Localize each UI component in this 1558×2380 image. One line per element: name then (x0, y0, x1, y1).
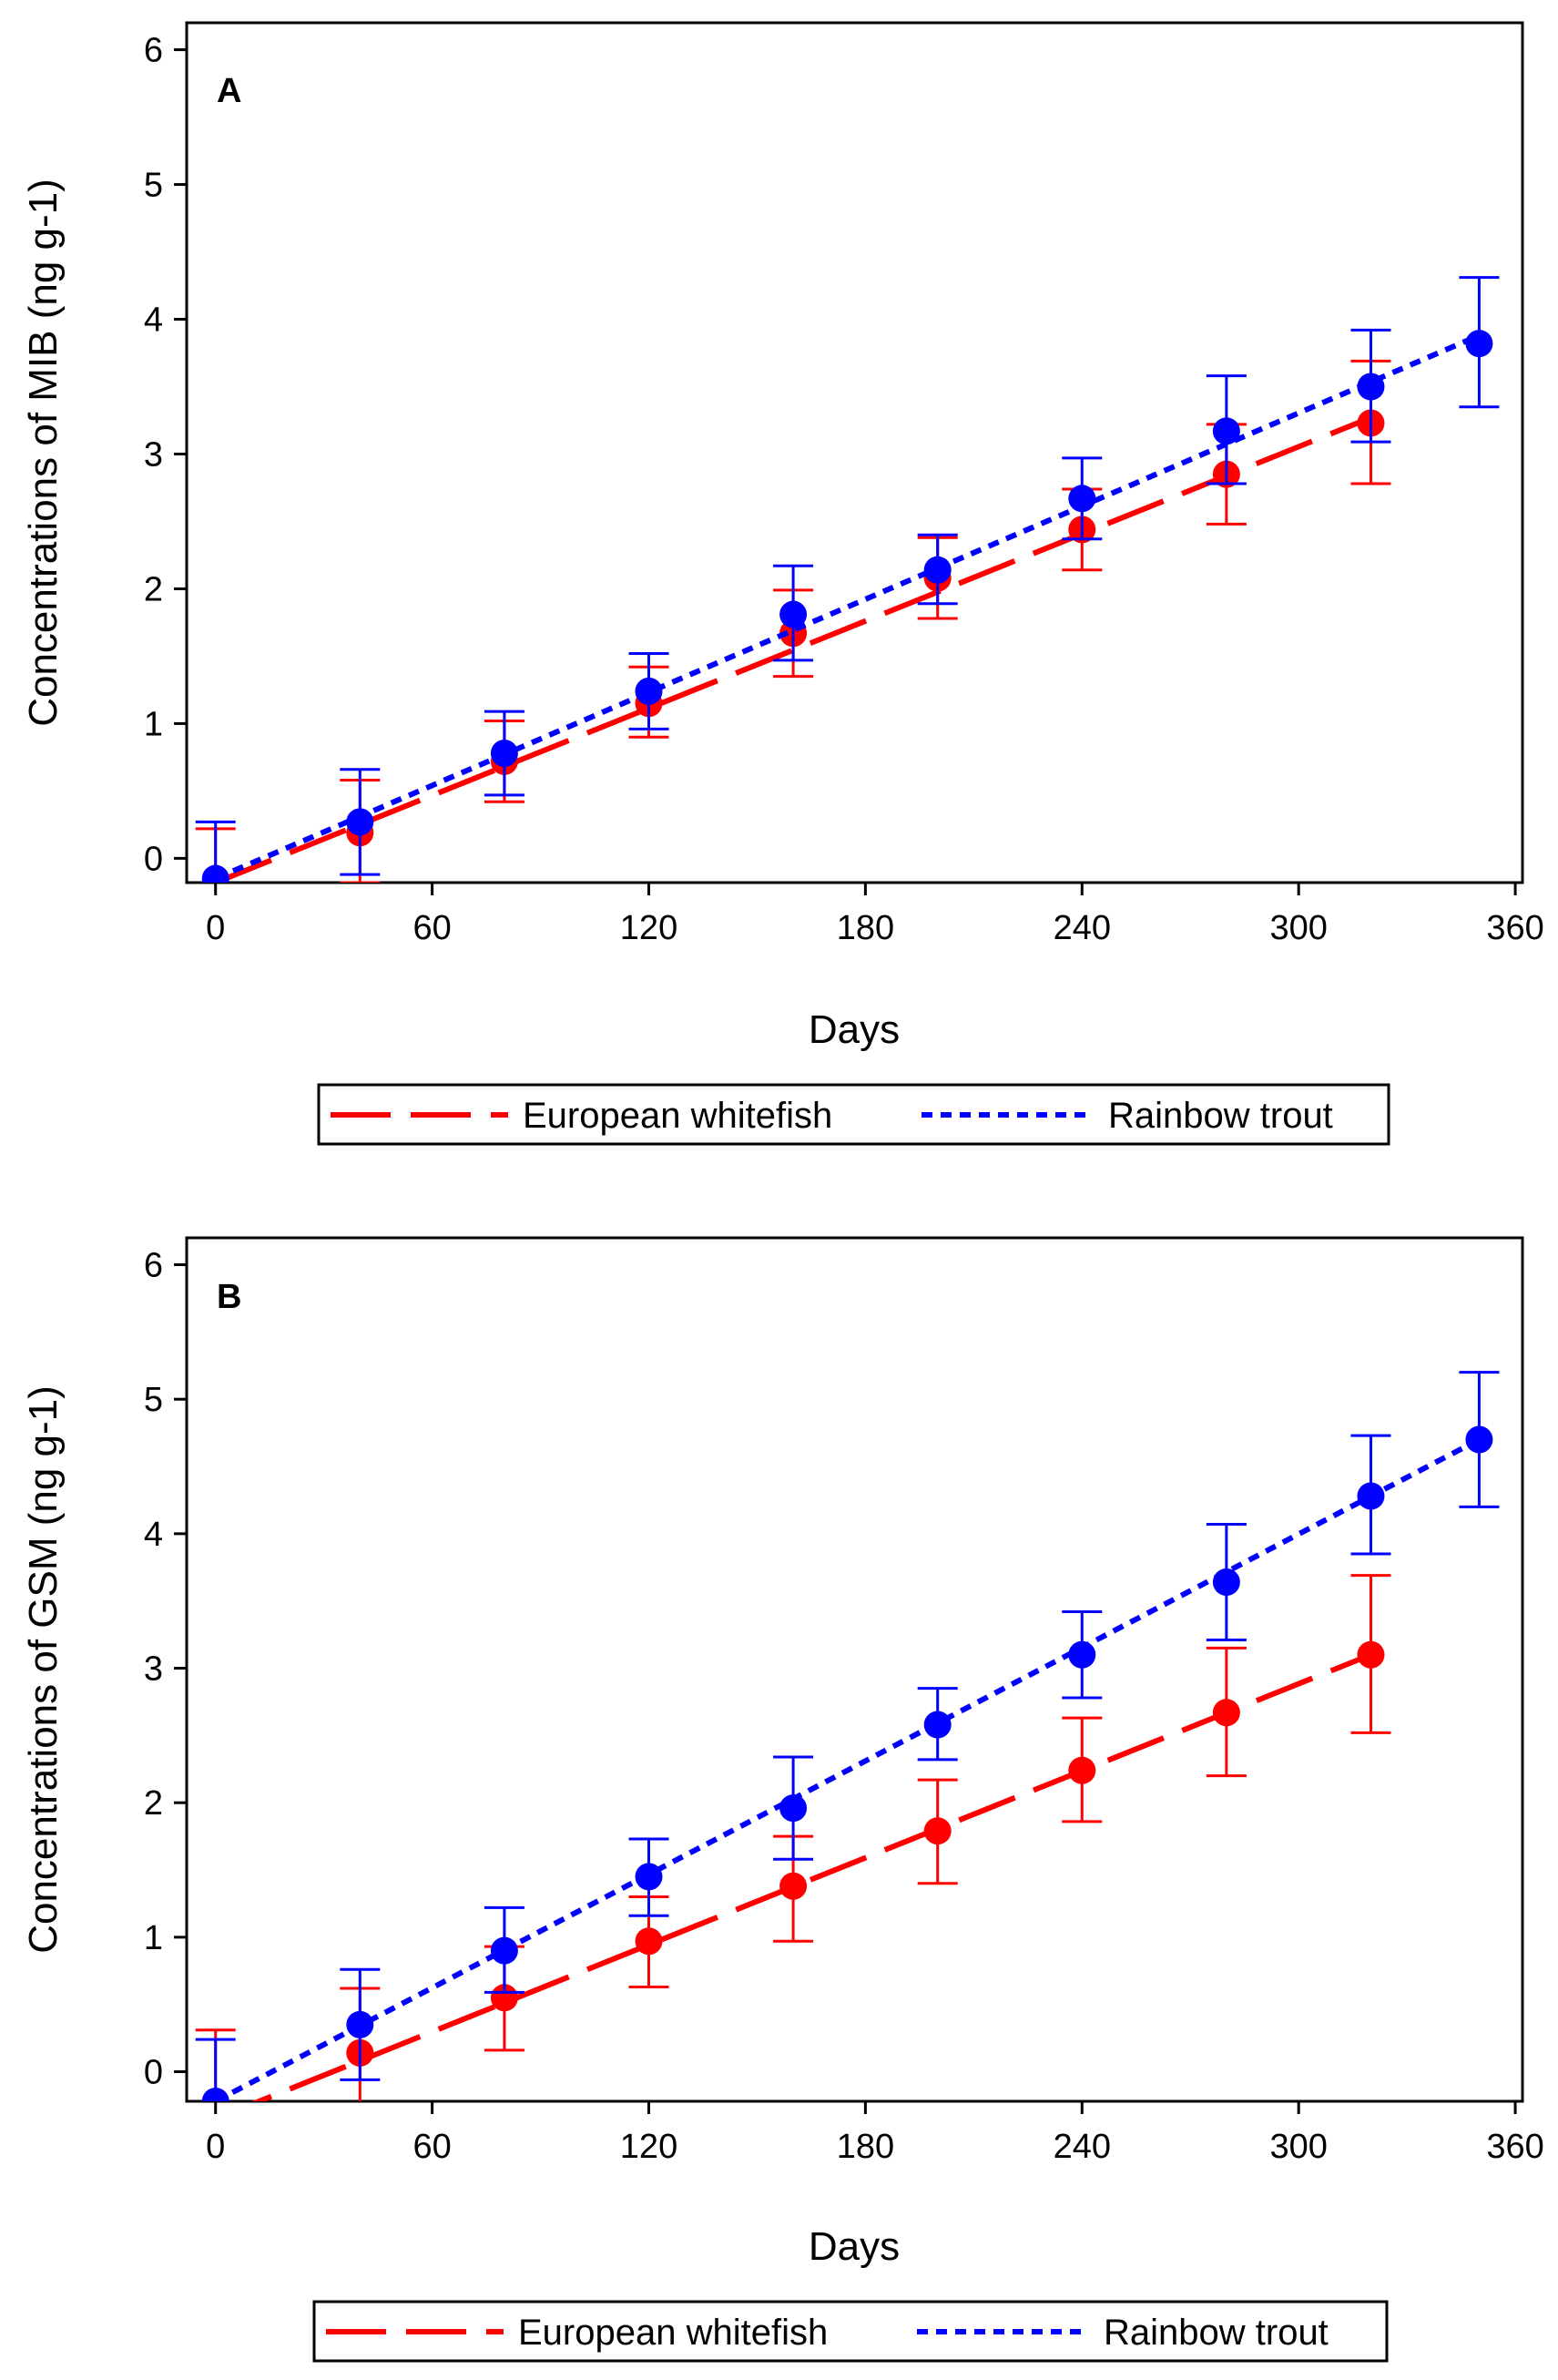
fit-line-european-whitefish (214, 414, 1372, 883)
data-point-rainbow-trout (1357, 373, 1385, 401)
data-point-european-whitefish (923, 1817, 952, 1845)
data-point-european-whitefish (1212, 1699, 1240, 1727)
data-point-rainbow-trout (635, 677, 663, 705)
y-tick-label: 1 (144, 1919, 163, 1957)
x-tick-label: 120 (620, 909, 677, 947)
plot-frame-b (185, 1236, 1524, 2103)
y-tick-label: 0 (144, 2054, 163, 2092)
data-point-rainbow-trout (490, 1936, 518, 1965)
y-tick-label: 4 (144, 1516, 163, 1554)
data-point-rainbow-trout (346, 808, 374, 836)
legend-label-rainbow-trout: Rainbow trout (1108, 1096, 1333, 1136)
panel-label-a: A (217, 72, 241, 110)
y-tick-label: 5 (144, 1381, 163, 1419)
plot-frame-a (185, 21, 1524, 884)
data-point-european-whitefish (1068, 1756, 1096, 1784)
data-point-european-whitefish (635, 1927, 663, 1956)
panel-b: B 0 60 120 180 240 300 360 0 1 2 3 4 5 6 Days Concent… (21, 1236, 1544, 2363)
x-tick-label: 180 (837, 2128, 894, 2166)
x-tick-label: 0 (206, 909, 225, 947)
y-tick-label: 1 (144, 705, 163, 743)
data-point-rainbow-trout (1068, 485, 1096, 513)
y-tick-label: 4 (144, 301, 163, 340)
panel-a: A 0 60 120 180 240 300 360 0 1 2 3 4 5 6 Days Concent… (21, 21, 1544, 1146)
x-tick-label: 240 (1054, 909, 1111, 947)
data-point-rainbow-trout (1465, 330, 1493, 358)
x-tick-label: 0 (206, 2128, 225, 2166)
axes-a: 0 60 120 180 240 300 360 0 1 2 3 4 5 6 (144, 32, 1544, 947)
fit-line-rainbow-trout (214, 332, 1481, 882)
y-axis-title-b: Concentrations of GSM (ng g-1) (21, 1385, 66, 1954)
data-point-european-whitefish (490, 1984, 518, 2012)
x-tick-label: 120 (620, 2128, 677, 2166)
y-axis-title-a: Concentrations of MIB (ng g-1) (21, 179, 66, 727)
y-tick-label: 2 (144, 570, 163, 608)
legend-label-european-whitefish: European whitefish (523, 1096, 832, 1136)
y-tick-label: 2 (144, 1784, 163, 1823)
data-point-rainbow-trout (1357, 1482, 1385, 1510)
x-tick-label: 300 (1269, 909, 1327, 947)
data-point-rainbow-trout (201, 2088, 229, 2101)
data-point-rainbow-trout (635, 1863, 663, 1891)
x-axis-title-b: Days (809, 2224, 900, 2269)
data-point-rainbow-trout (490, 739, 518, 767)
x-tick-label: 60 (412, 2128, 451, 2166)
data-point-european-whitefish (1357, 1640, 1385, 1669)
fit-line-rainbow-trout (214, 1436, 1481, 2101)
x-tick-label: 360 (1486, 909, 1543, 947)
x-tick-label: 300 (1269, 2128, 1327, 2166)
y-tick-label: 3 (144, 435, 163, 474)
y-tick-label: 5 (144, 167, 163, 205)
x-tick-label: 60 (412, 909, 451, 947)
data-point-european-whitefish (779, 1872, 808, 1900)
y-tick-label: 3 (144, 1650, 163, 1689)
legend-label-rainbow-trout-b: Rainbow trout (1104, 2313, 1329, 2353)
x-tick-label: 180 (837, 909, 894, 947)
data-point-rainbow-trout (923, 556, 952, 584)
fit-line-european-whitefish (251, 1651, 1372, 2101)
data-point-rainbow-trout (1068, 1640, 1096, 1669)
data-point-rainbow-trout (1212, 417, 1240, 445)
panel-label-b: B (217, 1278, 241, 1316)
data-point-rainbow-trout (923, 1711, 952, 1739)
y-tick-label: 6 (144, 1247, 163, 1285)
data-point-rainbow-trout (779, 600, 808, 628)
data-point-rainbow-trout (346, 2010, 374, 2038)
x-tick-label: 240 (1054, 2128, 1111, 2166)
data-point-rainbow-trout (779, 1794, 808, 1823)
y-tick-label: 0 (144, 840, 163, 878)
plot-area-b (195, 1371, 1500, 2101)
legend-a: European whitefish Rainbow trout (317, 1083, 1390, 1146)
y-tick-label: 6 (144, 32, 163, 70)
legend-label-european-whitefish-b: European whitefish (518, 2313, 828, 2353)
data-point-rainbow-trout (1465, 1425, 1493, 1454)
data-point-rainbow-trout (201, 864, 229, 883)
plot-area-a (195, 276, 1500, 883)
axes-b: 0 60 120 180 240 300 360 0 1 2 3 4 5 6 (144, 1247, 1544, 2166)
x-axis-title-a: Days (809, 1007, 900, 1052)
legend-b: European whitefish Rainbow trout (312, 2300, 1389, 2363)
data-point-rainbow-trout (1212, 1568, 1240, 1597)
x-tick-label: 360 (1486, 2128, 1543, 2166)
